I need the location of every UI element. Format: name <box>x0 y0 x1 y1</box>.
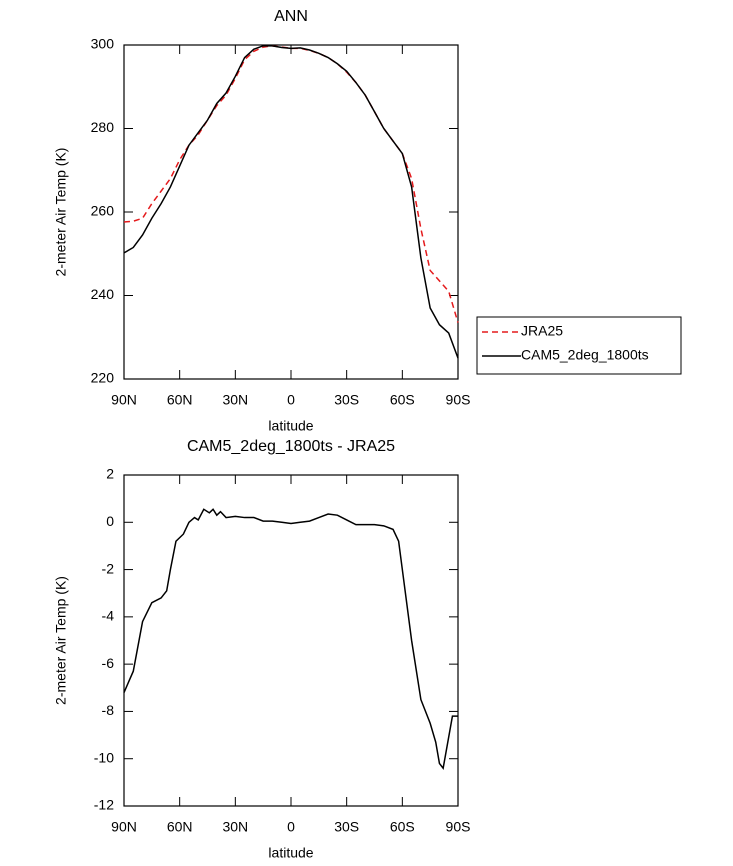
chart-title: ANN <box>274 8 308 25</box>
x-tick-label: 90S <box>446 392 471 408</box>
plot-frame <box>123 474 459 807</box>
series-line <box>123 508 458 770</box>
y-tick-label: -2 <box>102 560 115 576</box>
series-line <box>123 45 459 323</box>
x-tick-label: 30S <box>334 392 359 408</box>
y-tick-label: 2 <box>106 466 114 482</box>
y-axis-label: 2-meter Air Temp (K) <box>53 148 69 277</box>
x-tick-label: 90N <box>111 392 137 408</box>
x-tick-label: 60N <box>167 819 193 835</box>
x-axis-label: latitude <box>268 418 313 434</box>
x-tick-label: 30N <box>222 392 248 408</box>
legend-box <box>476 316 682 375</box>
y-tick-label: -12 <box>94 797 114 813</box>
x-tick-label: 30N <box>222 819 248 835</box>
y-tick-label: -6 <box>102 655 115 671</box>
x-axis-label: latitude <box>268 845 313 861</box>
series-line <box>123 45 459 359</box>
y-tick-label: 0 <box>106 513 114 529</box>
x-tick-label: 0 <box>287 819 295 835</box>
y-tick-label: 240 <box>91 286 115 302</box>
y-tick-label: 260 <box>91 203 115 219</box>
plot-frame <box>123 44 459 380</box>
x-tick-label: 60S <box>390 392 415 408</box>
y-tick-label: 280 <box>91 119 115 135</box>
x-tick-label: 90S <box>446 819 471 835</box>
chart-title: CAM5_2deg_1800ts - JRA25 <box>187 438 395 455</box>
y-axis-label: 2-meter Air Temp (K) <box>53 576 69 705</box>
y-tick-label: -8 <box>102 702 115 718</box>
x-tick-label: 30S <box>334 819 359 835</box>
y-tick-label: 300 <box>91 36 115 52</box>
x-tick-label: 60N <box>167 392 193 408</box>
legend-label: JRA25 <box>521 323 563 339</box>
x-tick-label: 60S <box>390 819 415 835</box>
y-tick-label: -10 <box>94 749 114 765</box>
y-tick-label: 220 <box>91 370 115 386</box>
legend-label: CAM5_2deg_1800ts <box>521 347 649 363</box>
x-tick-label: 0 <box>287 392 295 408</box>
y-tick-label: -4 <box>102 608 115 624</box>
x-tick-label: 90N <box>111 819 137 835</box>
